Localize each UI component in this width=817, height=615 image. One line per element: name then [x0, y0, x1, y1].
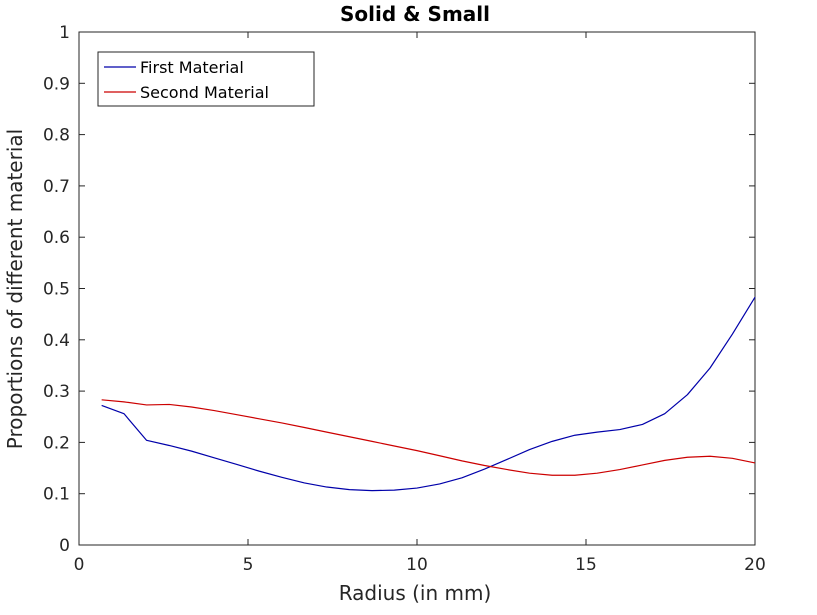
x-axis: 0 5 10 15 20 — [74, 32, 766, 575]
x-tick-label: 15 — [575, 555, 597, 575]
y-tick-label: 0.1 — [43, 485, 70, 505]
y-tick-label: 1 — [59, 23, 70, 43]
y-tick-label: 0.4 — [43, 331, 70, 351]
legend-box — [97, 51, 315, 107]
chart-title: Solid & Small — [340, 2, 490, 26]
y-tick-label: 0.7 — [43, 177, 70, 197]
y-axis-label: Proportions of different material — [3, 129, 27, 449]
y-axis: 0 0.1 0.2 0.3 0.4 0.5 0.6 0.7 0.8 0.9 1 — [43, 23, 755, 556]
legend: First Material Second Material — [97, 51, 315, 107]
y-tick-label: 0.3 — [43, 382, 70, 402]
x-axis-label: Radius (in mm) — [339, 581, 492, 605]
plot-area — [78, 31, 756, 546]
x-tick-label: 0 — [74, 555, 85, 575]
y-tick-label: 0.6 — [43, 228, 70, 248]
legend-label-first-material: First Material — [140, 58, 244, 77]
y-tick-label: 0.5 — [43, 280, 70, 300]
y-tick-label: 0.9 — [43, 74, 70, 94]
series-line-second-material — [101, 399, 756, 476]
y-tick-label: 0 — [59, 536, 70, 556]
y-tick-label: 0.2 — [43, 433, 70, 453]
series-line-first-material — [101, 296, 756, 492]
x-tick-label: 5 — [243, 555, 254, 575]
y-tick-label: 0.8 — [43, 126, 70, 146]
x-tick-label: 10 — [406, 555, 428, 575]
x-tick-label: 20 — [744, 555, 766, 575]
legend-label-second-material: Second Material — [140, 83, 269, 102]
series-layer — [101, 296, 756, 492]
